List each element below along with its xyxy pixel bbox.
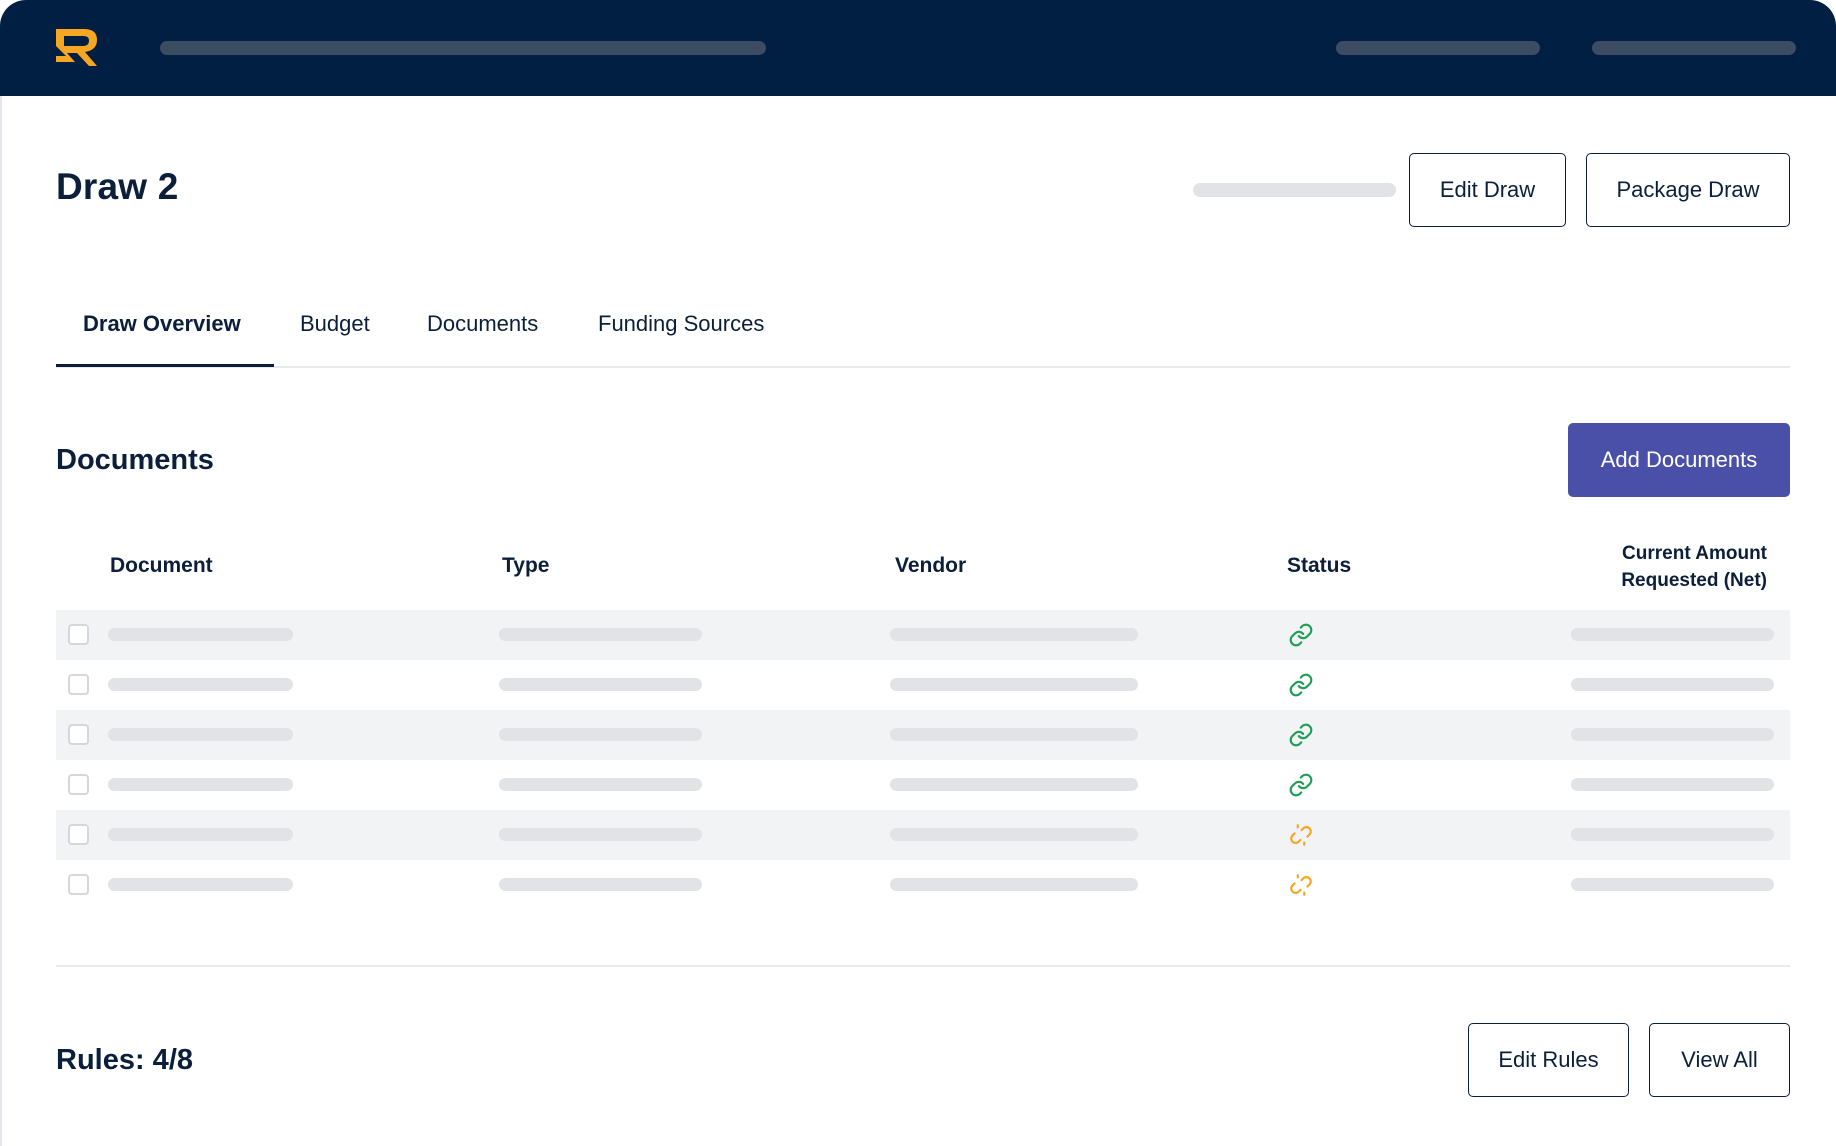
type-placeholder [499, 878, 702, 891]
table-row[interactable] [56, 610, 1790, 660]
page-title: Draw 2 [56, 166, 179, 207]
amount-placeholder [1571, 828, 1774, 841]
broken-link-icon[interactable] [1288, 822, 1314, 848]
row-checkbox[interactable] [68, 724, 89, 745]
table-row[interactable] [56, 760, 1790, 810]
tab-funding-sources[interactable]: Funding Sources [598, 311, 765, 336]
column-header-status[interactable]: Status [1287, 554, 1352, 577]
vendor-placeholder [890, 628, 1138, 641]
row-checkbox[interactable] [68, 624, 89, 645]
draw-status-placeholder [1193, 183, 1396, 197]
window-border [0, 96, 2, 1146]
tab-documents[interactable]: Documents [427, 311, 539, 336]
row-checkbox[interactable] [68, 874, 89, 895]
link-icon[interactable] [1288, 672, 1314, 698]
vendor-placeholder [890, 878, 1138, 891]
edit-draw-button[interactable]: Edit Draw [1409, 153, 1566, 227]
table-row[interactable] [56, 810, 1790, 860]
table-row[interactable] [56, 710, 1790, 760]
column-header-amount-line2: Requested (Net) [1621, 570, 1767, 591]
documents-section-title: Documents [56, 444, 214, 476]
nav-link-placeholder[interactable] [1336, 41, 1540, 55]
row-checkbox[interactable] [68, 774, 89, 795]
amount-placeholder [1571, 628, 1774, 641]
section-divider [56, 965, 1790, 967]
link-icon[interactable] [1288, 622, 1314, 648]
document-name-placeholder [108, 628, 293, 641]
link-icon[interactable] [1288, 722, 1314, 748]
r-logo-icon[interactable] [53, 26, 101, 70]
edit-rules-button[interactable]: Edit Rules [1468, 1023, 1629, 1097]
broken-link-icon[interactable] [1288, 872, 1314, 898]
table-row[interactable] [56, 860, 1790, 910]
amount-placeholder [1571, 878, 1774, 891]
type-placeholder [499, 828, 702, 841]
tab-budget[interactable]: Budget [300, 311, 370, 336]
tab-draw-overview[interactable]: Draw Overview [83, 311, 241, 336]
type-placeholder [499, 728, 702, 741]
type-placeholder [499, 778, 702, 791]
amount-placeholder [1571, 778, 1774, 791]
column-header-amount-line1: Current Amount [1622, 543, 1767, 564]
view-all-button[interactable]: View All [1649, 1023, 1790, 1097]
draw-tabs: Draw Overview Budget Documents Funding S… [56, 306, 1790, 368]
document-name-placeholder [108, 678, 293, 691]
search-bar-placeholder[interactable] [160, 41, 766, 55]
top-nav-bar [0, 0, 1836, 96]
row-checkbox[interactable] [68, 674, 89, 695]
package-draw-button[interactable]: Package Draw [1586, 153, 1790, 227]
document-name-placeholder [108, 878, 293, 891]
column-header-vendor[interactable]: Vendor [895, 554, 967, 577]
column-header-type[interactable]: Type [502, 554, 550, 577]
document-name-placeholder [108, 828, 293, 841]
row-checkbox[interactable] [68, 824, 89, 845]
amount-placeholder [1571, 728, 1774, 741]
vendor-placeholder [890, 778, 1138, 791]
column-header-amount[interactable]: Current Amount Requested (Net) [1621, 540, 1767, 594]
active-tab-indicator [56, 364, 274, 367]
vendor-placeholder [890, 828, 1138, 841]
document-name-placeholder [108, 778, 293, 791]
link-icon[interactable] [1288, 772, 1314, 798]
type-placeholder [499, 628, 702, 641]
nav-user-placeholder[interactable] [1592, 41, 1796, 55]
document-name-placeholder [108, 728, 293, 741]
rules-title: Rules: 4/8 [56, 1044, 193, 1076]
type-placeholder [499, 678, 702, 691]
vendor-placeholder [890, 728, 1138, 741]
amount-placeholder [1571, 678, 1774, 691]
vendor-placeholder [890, 678, 1138, 691]
add-documents-button[interactable]: Add Documents [1568, 423, 1790, 497]
table-row[interactable] [56, 660, 1790, 710]
column-header-document[interactable]: Document [110, 554, 213, 577]
